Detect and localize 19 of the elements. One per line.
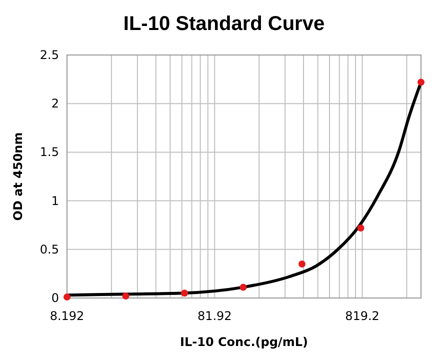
y-tick-label: 2.5 — [40, 48, 59, 62]
y-tick-label: 0 — [51, 291, 59, 305]
chart-title: IL-10 Standard Curve — [123, 13, 325, 35]
y-axis-title: OD at 450nm — [11, 132, 25, 221]
x-tick-label: 8.192 — [50, 309, 84, 323]
point — [240, 284, 247, 291]
point — [64, 294, 70, 301]
y-tick-label: 2 — [51, 96, 59, 111]
y-tick-label: 1 — [51, 194, 59, 208]
y-tick-label: 0.5 — [40, 242, 59, 256]
x-tick-label: 819.2 — [345, 309, 380, 323]
x-axis-title: IL-10 Conc.(pg/mL) — [180, 335, 308, 349]
point — [180, 290, 188, 297]
y-tick-label: 1.5 — [40, 145, 59, 160]
x-tick-label: 81.92 — [197, 309, 232, 323]
point — [418, 78, 424, 86]
point — [122, 292, 130, 300]
point — [298, 260, 306, 268]
point — [357, 224, 364, 232]
